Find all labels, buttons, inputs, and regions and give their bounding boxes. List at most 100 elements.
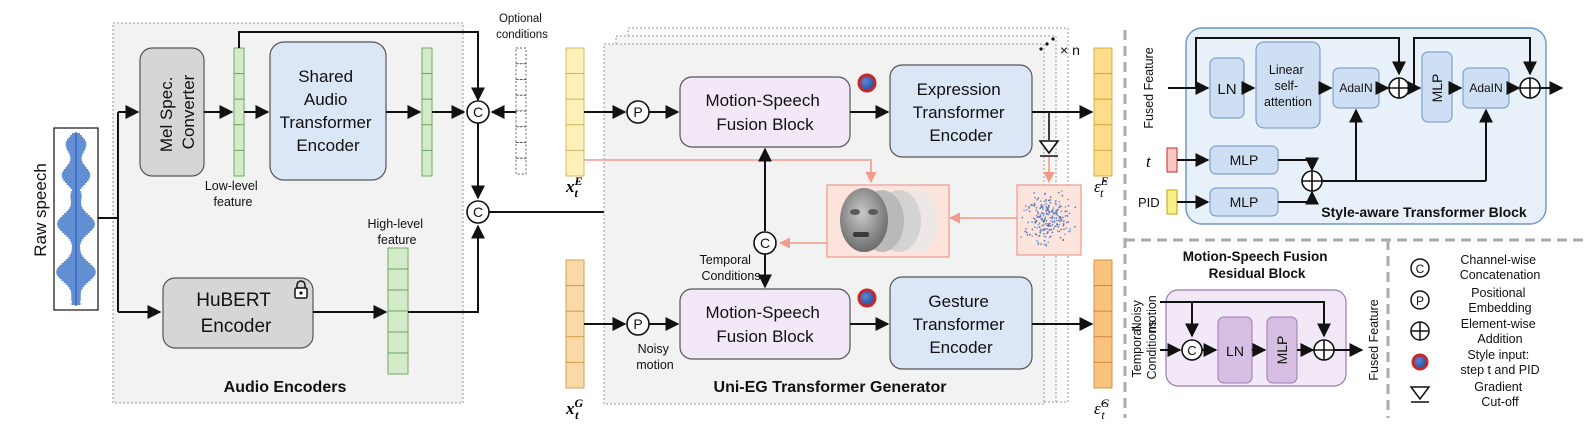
stack-dots [1039,37,1055,51]
noise-point [1056,214,1059,217]
style-block-title: Style-aware Transformer Block [1321,204,1527,220]
output-e-token [1093,47,1113,75]
noise-point [1040,230,1042,233]
noise-point [1046,224,1049,227]
style-plus-1 [1388,77,1410,99]
concat-audio-node: C [466,100,490,124]
noise-point [1050,225,1052,227]
noise-point [1030,204,1032,206]
noise-point [1051,224,1054,226]
style-plus-2 [1519,77,1541,99]
shared-feature-token [421,149,433,177]
noise-point [1041,224,1043,227]
noise-point [1035,219,1038,222]
noise-point [1065,227,1067,229]
legend-style-text: Style input: step t and PID [1460,348,1539,377]
noise-point [1038,222,1041,224]
noise-point [1043,239,1046,242]
xe-label: xE t [565,174,583,200]
noise-point [1050,220,1052,222]
output-e-token [1093,98,1113,126]
noise-point [1043,200,1045,203]
expression-label: Expression Transformer Encoder [913,80,1010,145]
noise-point [1045,220,1048,222]
legend-cutoff-icon [1409,386,1431,403]
noise-point [1026,234,1029,236]
noise-point [1042,208,1044,211]
noise-point [1059,204,1061,206]
noise-point [1033,202,1036,205]
msf-block-top [679,76,851,148]
noise-point [1021,216,1024,219]
output-g-token [1093,336,1113,363]
style-adain1-label: AdaIN [1339,81,1372,95]
concat-temporal-node: C [753,231,777,255]
noise-point [1039,215,1042,218]
noise-point [1036,240,1038,242]
noise-point [1056,225,1058,227]
legend-concat-symbol: C [1410,258,1430,278]
noise-point [1045,199,1047,201]
noise-point [1047,213,1050,216]
raw-speech-label: Raw speech [31,163,50,257]
high-level-token [387,352,409,375]
noise-point [1049,201,1051,204]
noise-point [1061,194,1064,197]
noise-point [1056,223,1058,225]
low-level-feature-tokens [233,47,245,177]
noise-point [1046,232,1048,235]
noise-point [1043,220,1045,223]
noise-point [1036,227,1038,229]
optional-token [515,94,527,112]
noise-point [1032,204,1034,206]
optional-token [515,63,527,80]
legend-plus-icon [1410,321,1430,341]
noise-point [1044,236,1047,238]
face-render-icon [840,188,938,252]
residual-noisy-label: Noisy motion [1130,295,1159,333]
output-g-token [1093,310,1113,338]
style-mlp-pid-label: MLP [1230,194,1259,210]
residual-ln-label: LN [1226,343,1244,359]
noise-point [1032,217,1035,219]
xe-token [565,149,585,177]
noise-point [1035,214,1038,217]
noise-point [1045,245,1048,247]
output-e-label: ε̂E t [1094,174,1109,200]
noise-point [1043,235,1045,238]
noise-point [1049,235,1052,238]
noise-point [1037,212,1039,215]
noise-point [1064,215,1067,217]
hubert-encoder [162,277,314,349]
noise-point [1062,222,1065,225]
optional-token [515,79,527,96]
noise-point [1054,225,1056,228]
generator-title: Uni-EG Transformer Generator [714,379,947,396]
noise-point [1051,215,1054,218]
noise-point [1052,207,1055,209]
noise-point [1060,219,1063,222]
residual-title: Motion-Speech Fusion Residual Block [1183,249,1332,281]
low-level-label: Low-level feature [205,179,261,209]
xg-label: xG t [565,396,584,422]
output-e-token [1093,149,1113,177]
noise-point [1028,207,1030,209]
svg-text:C: C [473,204,483,220]
edge-low-skip [238,31,485,102]
edge-xe-to-face [584,159,877,184]
noise-point [1066,221,1068,224]
noise-point [1057,219,1060,221]
noise-point [1064,210,1066,213]
shared-feature-token [421,73,433,100]
residual-fused-label: Fused Feature [1367,299,1381,380]
noise-point [1047,241,1049,244]
noise-point [1059,236,1062,239]
noise-point [1064,233,1066,236]
xg-token [565,285,585,312]
legend: C Channel-wise Concatenation P Positiona… [1409,253,1541,409]
legend-concat-text: Channel-wise Concatenation [1460,253,1541,282]
low-level-token [233,124,245,151]
high-level-token [387,331,409,354]
n-layers-label: × n [1060,42,1080,58]
shared-audio-label: Shared Audio Transformer Encoder [280,67,377,155]
